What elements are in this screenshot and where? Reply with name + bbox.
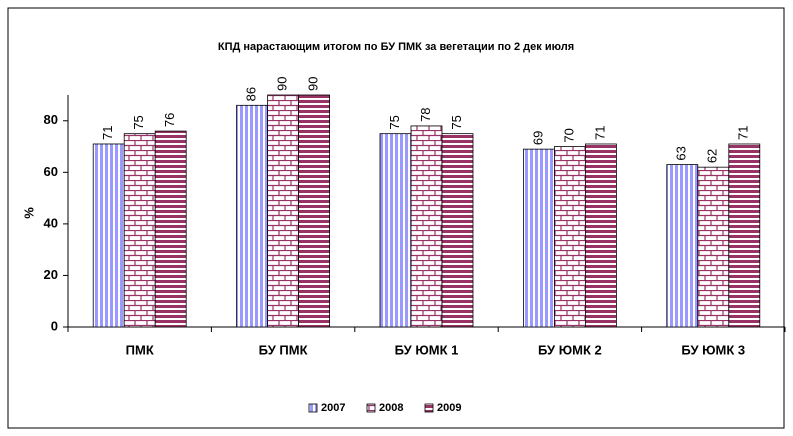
data-label: 75 (449, 115, 464, 129)
data-label: 75 (387, 115, 402, 129)
y-tick-label: 60 (44, 164, 58, 179)
data-label: 63 (674, 146, 689, 160)
bar (267, 94, 300, 328)
bar (441, 133, 474, 328)
x-tick-label: БУ ЮМК 1 (395, 342, 459, 357)
bar (554, 146, 586, 328)
data-label: 78 (418, 107, 433, 121)
x-tick-label: БУ ЮМК 3 (681, 342, 745, 357)
data-label: 71 (100, 126, 115, 140)
y-tick-label: 20 (44, 267, 58, 282)
data-label: 76 (162, 113, 177, 127)
legend-swatch (308, 403, 318, 413)
legend-label: 2009 (437, 402, 461, 414)
legend-swatch (424, 403, 434, 413)
bar (666, 164, 699, 328)
legend-swatch (366, 403, 376, 413)
x-tick-label: ПМК (126, 342, 154, 357)
data-label: 90 (306, 77, 321, 91)
bar (379, 133, 412, 328)
bar (585, 143, 617, 328)
bar (697, 166, 730, 328)
legend-label: 2008 (379, 402, 403, 414)
y-tick-label: 40 (44, 215, 58, 230)
x-tick-label: БУ ПМК (259, 342, 308, 357)
y-axis-label: % (21, 207, 36, 219)
bar (298, 94, 331, 328)
bar (236, 104, 269, 328)
data-label: 90 (275, 77, 290, 91)
y-tick-label: 80 (44, 112, 58, 127)
data-label: 71 (592, 126, 607, 140)
y-tick-label: 0 (51, 318, 58, 333)
bar (154, 130, 187, 328)
data-label: 62 (705, 149, 720, 163)
bar (123, 133, 156, 328)
x-tick-label: БУ ЮМК 2 (538, 342, 602, 357)
data-label: 69 (530, 131, 545, 145)
data-label: 71 (736, 126, 751, 140)
bar (410, 125, 443, 328)
chart-title: КПД нарастающим итогом по БУ ПМК за веге… (218, 41, 574, 53)
data-label: 75 (131, 115, 146, 129)
legend-label: 2007 (321, 402, 345, 414)
bar (92, 143, 125, 328)
bar (728, 143, 761, 328)
data-label: 86 (244, 87, 259, 101)
bar (523, 148, 555, 328)
data-label: 70 (561, 128, 576, 142)
